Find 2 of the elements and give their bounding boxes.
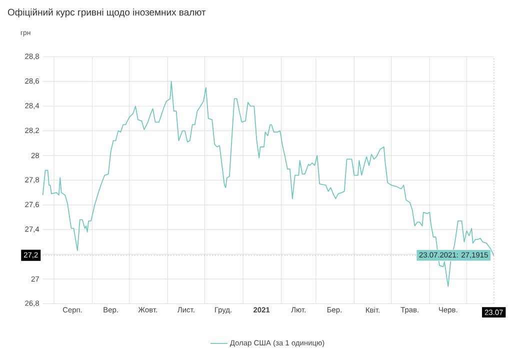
line-series: [42, 81, 494, 287]
chart-title: Офіційний курс гривні щодо іноземних валют: [8, 8, 206, 18]
